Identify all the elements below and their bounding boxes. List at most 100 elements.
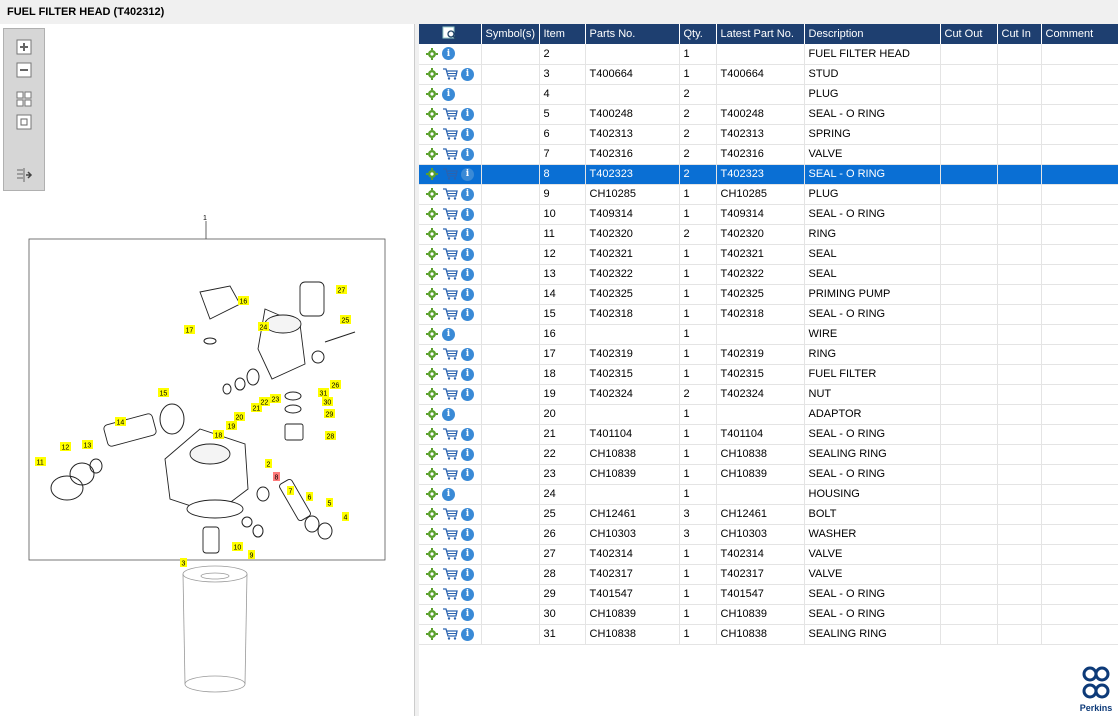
cart-icon[interactable]	[442, 547, 458, 561]
info-icon[interactable]: i	[461, 367, 474, 381]
table-row[interactable]: i 23 CH10839 1 CH10839 SEAL - O RING	[419, 464, 1118, 485]
callout-12[interactable]: 12	[60, 442, 71, 452]
cart-icon[interactable]	[442, 347, 458, 361]
gear-icon[interactable]	[425, 547, 439, 561]
gear-icon[interactable]	[425, 207, 439, 221]
gear-icon[interactable]	[425, 487, 439, 501]
info-icon[interactable]: i	[461, 347, 474, 361]
magnifier-list-icon[interactable]	[442, 26, 458, 43]
info-icon[interactable]: i	[442, 47, 455, 61]
gear-icon[interactable]	[425, 607, 439, 621]
info-icon[interactable]: i	[461, 447, 474, 461]
gear-icon[interactable]	[425, 507, 439, 521]
gear-icon[interactable]	[425, 407, 439, 421]
table-row[interactable]: i 25 CH12461 3 CH12461 BOLT	[419, 504, 1118, 525]
info-icon[interactable]: i	[461, 547, 474, 561]
fit-window-icon[interactable]	[14, 112, 34, 132]
header-latest-part-no[interactable]: Latest Part No.	[716, 24, 805, 44]
table-row[interactable]: i 21 T401104 1 T401104 SEAL - O RING	[419, 424, 1118, 445]
info-icon[interactable]: i	[461, 427, 474, 441]
table-row[interactable]: i 8 T402323 2 T402323 SEAL - O RING	[419, 164, 1118, 185]
gear-icon[interactable]	[425, 227, 439, 241]
gear-icon[interactable]	[425, 527, 439, 541]
gear-icon[interactable]	[425, 387, 439, 401]
table-row[interactable]: i 6 T402313 2 T402313 SPRING	[419, 124, 1118, 145]
gear-icon[interactable]	[425, 47, 439, 61]
callout-6[interactable]: 6	[306, 492, 313, 502]
diagram-pane[interactable]: 1	[0, 24, 415, 716]
info-icon[interactable]: i	[461, 387, 474, 401]
callout-13[interactable]: 13	[82, 440, 93, 450]
info-icon[interactable]: i	[461, 567, 474, 581]
table-row[interactable]: i 24 1 HOUSING	[419, 484, 1118, 505]
header-cut-out[interactable]: Cut Out	[940, 24, 998, 44]
exploded-diagram[interactable]: 1	[0, 24, 415, 716]
table-row[interactable]: i 11 T402320 2 T402320 RING	[419, 224, 1118, 245]
cart-icon[interactable]	[442, 587, 458, 601]
gear-icon[interactable]	[425, 287, 439, 301]
callout-30[interactable]: 30	[322, 397, 333, 407]
callout-27[interactable]: 27	[336, 285, 347, 295]
info-icon[interactable]: i	[461, 627, 474, 641]
info-icon[interactable]: i	[461, 607, 474, 621]
header-comment[interactable]: Comment	[1041, 24, 1118, 44]
callout-15[interactable]: 15	[158, 388, 169, 398]
cart-icon[interactable]	[442, 627, 458, 641]
cart-icon[interactable]	[442, 227, 458, 241]
header-cut-in[interactable]: Cut In	[997, 24, 1042, 44]
header-symbols[interactable]: Symbol(s)	[481, 24, 540, 44]
table-row[interactable]: i 5 T400248 2 T400248 SEAL - O RING	[419, 104, 1118, 125]
info-icon[interactable]: i	[442, 87, 455, 101]
callout-9[interactable]: 9	[248, 550, 255, 560]
cart-icon[interactable]	[442, 467, 458, 481]
cart-icon[interactable]	[442, 187, 458, 201]
info-icon[interactable]: i	[442, 327, 455, 341]
header-icon-column[interactable]	[419, 24, 482, 44]
table-row[interactable]: i 19 T402324 2 T402324 NUT	[419, 384, 1118, 405]
gear-icon[interactable]	[425, 327, 439, 341]
table-row[interactable]: i 18 T402315 1 T402315 FUEL FILTER	[419, 364, 1118, 385]
callout-10[interactable]: 10	[232, 542, 243, 552]
cart-icon[interactable]	[442, 307, 458, 321]
header-qty[interactable]: Qty.	[679, 24, 717, 44]
table-row[interactable]: i 28 T402317 1 T402317 VALVE	[419, 564, 1118, 585]
cart-icon[interactable]	[442, 427, 458, 441]
callout-19[interactable]: 19	[226, 421, 237, 431]
toggle-panel-icon[interactable]	[14, 165, 34, 185]
info-icon[interactable]: i	[461, 247, 474, 261]
callout-3[interactable]: 3	[180, 558, 187, 568]
cart-icon[interactable]	[442, 567, 458, 581]
table-row[interactable]: i 10 T409314 1 T409314 SEAL - O RING	[419, 204, 1118, 225]
cart-icon[interactable]	[442, 447, 458, 461]
cart-icon[interactable]	[442, 67, 458, 81]
gear-icon[interactable]	[425, 307, 439, 321]
gear-icon[interactable]	[425, 427, 439, 441]
info-icon[interactable]: i	[461, 147, 474, 161]
table-row[interactable]: i 16 1 WIRE	[419, 324, 1118, 345]
callout-11[interactable]: 11	[35, 457, 46, 467]
info-icon[interactable]: i	[461, 587, 474, 601]
info-icon[interactable]: i	[461, 467, 474, 481]
info-icon[interactable]: i	[461, 307, 474, 321]
table-row[interactable]: i 22 CH10838 1 CH10838 SEALING RING	[419, 444, 1118, 465]
gear-icon[interactable]	[425, 187, 439, 201]
callout-17[interactable]: 17	[184, 325, 195, 335]
table-row[interactable]: i 26 CH10303 3 CH10303 WASHER	[419, 524, 1118, 545]
cart-icon[interactable]	[442, 527, 458, 541]
table-row[interactable]: i 9 CH10285 1 CH10285 PLUG	[419, 184, 1118, 205]
callout-5[interactable]: 5	[326, 498, 333, 508]
info-icon[interactable]: i	[461, 167, 474, 181]
header-item[interactable]: Item	[539, 24, 586, 44]
info-icon[interactable]: i	[461, 287, 474, 301]
fit-all-icon[interactable]	[14, 89, 34, 109]
cart-icon[interactable]	[442, 147, 458, 161]
info-icon[interactable]: i	[461, 187, 474, 201]
callout-8[interactable]: 8	[273, 472, 280, 482]
cart-icon[interactable]	[442, 167, 458, 181]
zoom-out-icon[interactable]	[14, 60, 34, 80]
gear-icon[interactable]	[425, 467, 439, 481]
table-row[interactable]: i 20 1 ADAPTOR	[419, 404, 1118, 425]
table-row[interactable]: i 27 T402314 1 T402314 VALVE	[419, 544, 1118, 565]
info-icon[interactable]: i	[461, 227, 474, 241]
callout-4[interactable]: 4	[342, 512, 349, 522]
